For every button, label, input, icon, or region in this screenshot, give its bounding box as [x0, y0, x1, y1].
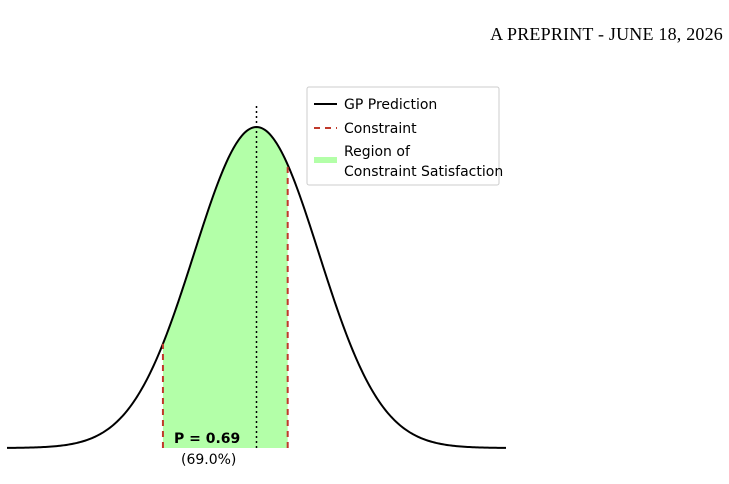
legend-constraint-label: Constraint [344, 121, 417, 137]
legend-box [306, 86, 500, 186]
legend-region-swatch [314, 157, 337, 163]
probability-label: P = 0.69 [174, 431, 240, 447]
running-head-text: A PREPRINT - JUNE 18, 2026 [490, 24, 723, 44]
constraint-lines [161, 164, 289, 448]
legend-region-label: Region of Constraint Satisfaction [344, 144, 503, 180]
constraint-satisfaction-region [162, 127, 288, 448]
percent-label: (69.0%) [181, 452, 236, 468]
legend-gp-prediction-label: GP Prediction [344, 97, 437, 113]
running-head: A PREPRINT - JUNE 18, 2026 [490, 24, 723, 45]
legend: GP Prediction Constraint Region of Const… [306, 86, 503, 186]
